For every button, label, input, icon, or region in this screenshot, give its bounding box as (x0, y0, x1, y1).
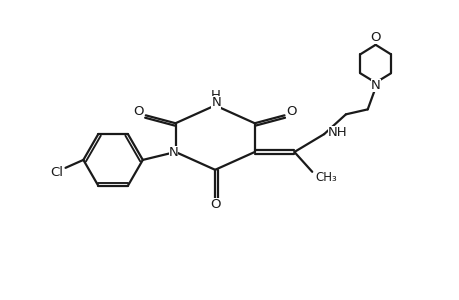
Text: N: N (168, 146, 178, 160)
Text: H: H (211, 89, 221, 102)
Text: O: O (133, 105, 144, 118)
Text: CH₃: CH₃ (314, 171, 336, 184)
Text: N: N (370, 79, 380, 92)
Text: O: O (209, 198, 220, 211)
Text: N: N (211, 96, 220, 109)
Text: Cl: Cl (50, 166, 63, 179)
Text: O: O (369, 31, 380, 44)
Text: NH: NH (327, 126, 347, 139)
Text: O: O (285, 105, 296, 118)
